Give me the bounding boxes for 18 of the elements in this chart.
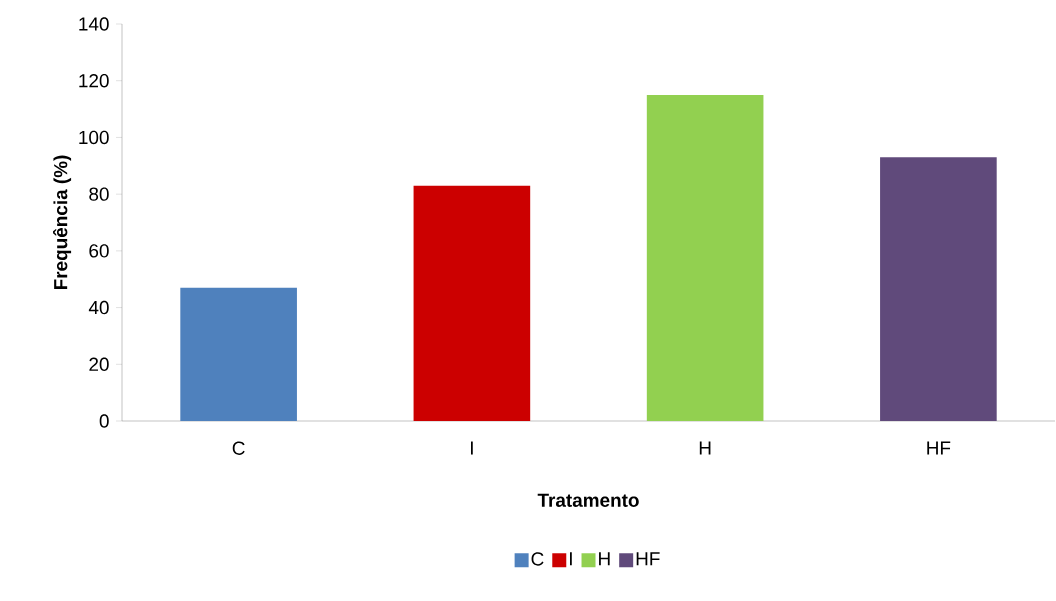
legend-label: HF xyxy=(636,552,660,566)
y-tick-label: 100 xyxy=(79,130,109,145)
x-axis-title: Tratamento xyxy=(537,493,639,507)
y-tick-label: 140 xyxy=(79,17,109,31)
legend-label: I xyxy=(570,552,572,566)
x-tick-label: C xyxy=(232,441,245,455)
y-tick-label: 40 xyxy=(88,300,109,315)
legend-label: H xyxy=(599,552,610,566)
x-tick-label: I xyxy=(471,441,473,455)
y-tick-label: 20 xyxy=(89,357,109,371)
x-tick-label: HF xyxy=(927,441,951,455)
y-tick-label: 120 xyxy=(79,74,109,88)
legend-label: C xyxy=(531,552,544,566)
x-tick-label: H xyxy=(699,441,711,455)
y-tick-label: 60 xyxy=(89,244,109,258)
y-tick-label: 80 xyxy=(89,187,109,201)
y-tick-label: 0 xyxy=(99,414,109,428)
y-axis-title: Frequência (%) xyxy=(53,155,72,290)
